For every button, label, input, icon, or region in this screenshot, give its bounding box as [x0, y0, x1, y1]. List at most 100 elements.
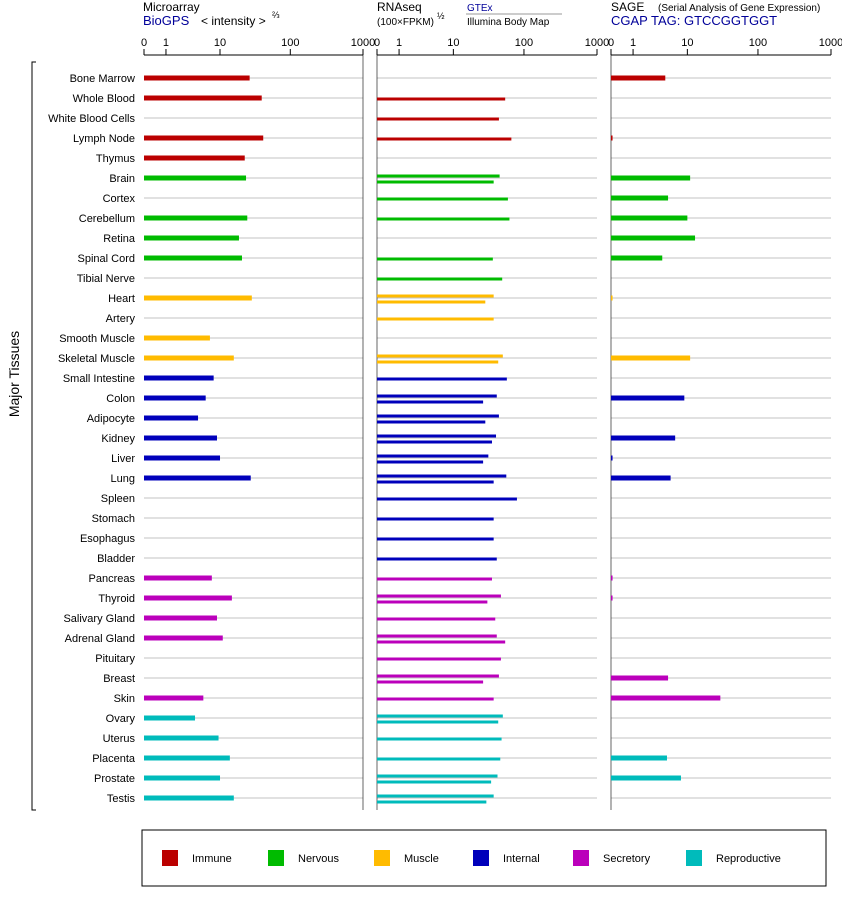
microarray-bar-thyroid	[144, 595, 232, 601]
legend-swatch-internal	[473, 850, 489, 866]
microarray-bar-smooth-muscle	[144, 335, 210, 341]
legend-label-nervous: Nervous	[298, 853, 339, 865]
rnaseq-gtex-bar-stomach	[377, 517, 494, 521]
microarray-bar-colon	[144, 395, 206, 401]
sage-title: SAGE	[611, 0, 644, 14]
tissue-label-ovary: Ovary	[106, 713, 136, 725]
tissue-label-adipocyte: Adipocyte	[87, 413, 135, 425]
sage-bar-colon	[611, 395, 685, 401]
microarray-tick-label-4: 1000	[351, 37, 375, 49]
rnaseq-gtex-bar-prostate	[377, 774, 498, 778]
rnaseq-ibm-bar-brain	[377, 180, 494, 184]
tissue-label-breast: Breast	[103, 673, 135, 685]
rnaseq-gtex-bar-adrenal-gland	[377, 634, 497, 638]
sage-bar-prostate	[611, 775, 681, 781]
tissue-label-small-intestine: Small Intestine	[63, 373, 135, 385]
tissue-label-brain: Brain	[109, 173, 135, 185]
sage-bar-lung	[611, 475, 671, 481]
tissue-label-pituitary: Pituitary	[95, 653, 135, 665]
sage-bar-spinal-cord	[611, 255, 663, 261]
sage-subtitle: (Serial Analysis of Gene Expression)	[658, 3, 820, 14]
microarray-source: BioGPS	[143, 13, 190, 28]
legend-swatch-muscle	[374, 850, 390, 866]
microarray-bar-cerebellum	[144, 215, 248, 221]
rnaseq-ibm-bar-heart	[377, 300, 486, 304]
legend-label-reproductive: Reproductive	[716, 853, 781, 865]
rnaseq-ibm-bar-ovary	[377, 720, 499, 724]
rnaseq-gtex-bar-salivary-gland	[377, 617, 496, 621]
rnaseq-gtex-bar-esophagus	[377, 537, 494, 541]
sage-bar-placenta	[611, 755, 667, 761]
microarray-bar-lung	[144, 475, 251, 481]
microarray-tick-label-1: 1	[163, 37, 169, 49]
rnaseq-gtex-bar-spinal-cord	[377, 257, 493, 261]
legend-swatch-nervous	[268, 850, 284, 866]
legend-label-secretory: Secretory	[603, 853, 651, 865]
sage-tick-label-3: 100	[749, 37, 767, 49]
sage-bar-skeletal-muscle	[611, 355, 691, 361]
tissue-label-cortex: Cortex	[103, 193, 136, 205]
rnaseq-tick-label-0: 0	[374, 37, 380, 49]
legend-swatch-immune	[162, 850, 178, 866]
tissue-label-liver: Liver	[111, 453, 135, 465]
microarray-bar-adrenal-gland	[144, 635, 223, 641]
microarray-scale: < intensity >	[201, 14, 266, 28]
sage-tag: CGAP TAG: GTCCGGTGGT	[611, 13, 777, 28]
microarray-bar-kidney	[144, 435, 217, 441]
tissue-label-kidney: Kidney	[101, 433, 135, 445]
y-axis-label: Major Tissues	[6, 331, 22, 417]
rnaseq-ibm-bar-lung	[377, 480, 494, 484]
rnaseq-gtex-bar-ovary	[377, 714, 503, 718]
y-axis-bracket	[31, 61, 36, 811]
sage-bar-brain	[611, 175, 691, 181]
sage-tick-label-4: 1000	[819, 37, 842, 49]
microarray-bar-uterus	[144, 735, 219, 741]
legend-label-immune: Immune	[192, 853, 232, 865]
rnaseq-ibm-bar-prostate	[377, 780, 492, 784]
microarray-bar-brain	[144, 175, 247, 181]
tissue-label-bone-marrow: Bone Marrow	[70, 73, 135, 85]
tissue-label-smooth-muscle: Smooth Muscle	[59, 333, 135, 345]
sage-tick-label-1: 1	[630, 37, 636, 49]
microarray-scale-exp: ⅔	[272, 10, 280, 20]
rnaseq-tick-label-4: 1000	[585, 37, 609, 49]
microarray-bar-placenta	[144, 755, 230, 761]
tissue-label-whole-blood: Whole Blood	[73, 93, 135, 105]
microarray-bar-lymph-node	[144, 135, 264, 141]
tissue-label-stomach: Stomach	[92, 513, 135, 525]
tissue-label-bladder: Bladder	[97, 553, 135, 565]
microarray-bar-adipocyte	[144, 415, 199, 421]
tissue-label-uterus: Uterus	[103, 733, 136, 745]
rnaseq-gtex-bar-small-intestine	[377, 377, 507, 381]
tissue-label-skeletal-muscle: Skeletal Muscle	[58, 353, 135, 365]
rnaseq-ibm-bar-testis	[377, 800, 487, 804]
microarray-bar-thymus	[144, 155, 245, 161]
rnaseq-gtex-bar-tibial-nerve	[377, 277, 503, 281]
microarray-bar-skin	[144, 695, 204, 701]
sage-bar-lymph-node	[611, 135, 613, 141]
rnaseq-scale: (100×FPKM)	[377, 17, 434, 28]
rnaseq-gtex-bar-spleen	[377, 497, 517, 501]
rnaseq-ibm-bar-thyroid	[377, 600, 488, 604]
microarray-bar-skeletal-muscle	[144, 355, 234, 361]
legend-label-muscle: Muscle	[404, 853, 439, 865]
sage-bar-bone-marrow	[611, 75, 666, 81]
sage-bar-thyroid	[611, 595, 613, 601]
tissue-label-white-blood-cells: White Blood Cells	[48, 113, 135, 125]
tissue-label-pancreas: Pancreas	[89, 573, 136, 585]
sage-tick-label-0: 0	[608, 37, 614, 49]
rnaseq-ibm-bar-skeletal-muscle	[377, 360, 499, 364]
microarray-bar-ovary	[144, 715, 196, 721]
tissue-label-adrenal-gland: Adrenal Gland	[65, 633, 135, 645]
rnaseq-gtex-bar-brain	[377, 174, 500, 178]
sage-bar-kidney	[611, 435, 676, 441]
rnaseq-gtex-bar-white-blood-cells	[377, 117, 499, 121]
sage-bar-retina	[611, 235, 696, 241]
tissue-label-cerebellum: Cerebellum	[79, 213, 135, 225]
rnaseq-gtex-bar-skin	[377, 697, 494, 701]
rnaseq-ibm-bar-adipocyte	[377, 420, 486, 424]
rnaseq-gtex-bar-skeletal-muscle	[377, 354, 503, 358]
rnaseq-gtex-bar-pituitary	[377, 657, 501, 661]
rnaseq-gtex-bar-placenta	[377, 757, 501, 761]
